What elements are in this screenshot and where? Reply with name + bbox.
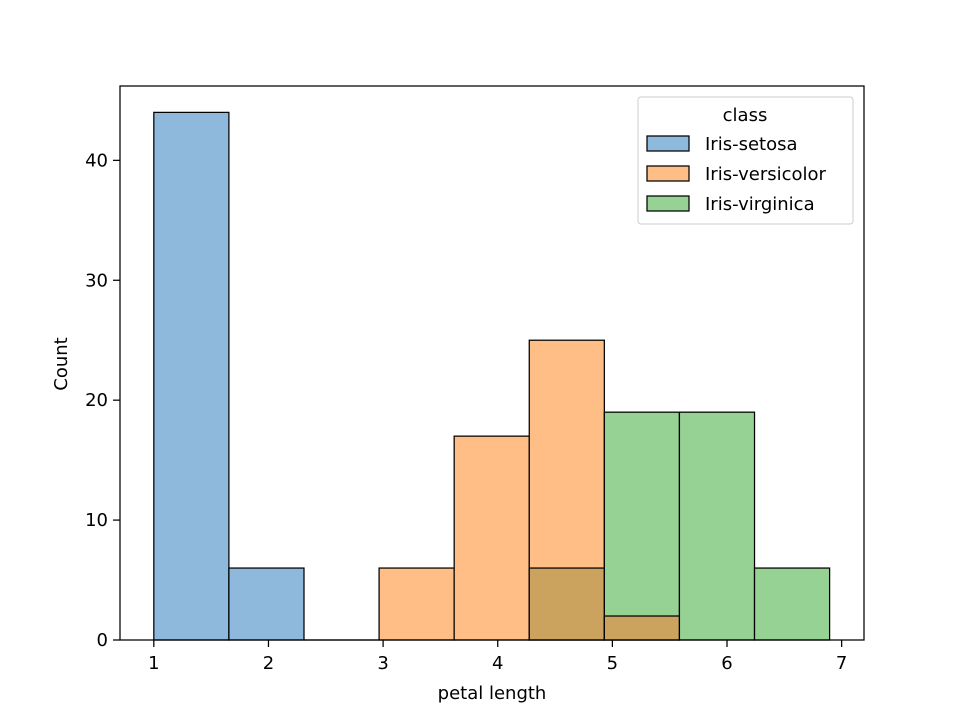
x-tick-label: 5 <box>607 653 618 674</box>
bar-iris-setosa-bin-1 <box>153 111 230 641</box>
y-tick-label: 20 <box>85 390 108 411</box>
x-tick-label: 1 <box>148 653 159 674</box>
legend-label-iris-versicolor: Iris-versicolor <box>705 164 827 185</box>
legend-swatch-iris-setosa <box>646 135 690 152</box>
y-tick-label: 0 <box>97 630 108 651</box>
y-axis-ticks: 0 10 20 30 40 <box>85 150 120 651</box>
x-tick-label: 6 <box>721 653 732 674</box>
bar-iris-virginica-bin-8 <box>678 411 756 641</box>
bar-iris-versicolor-bin-5 <box>453 435 530 641</box>
x-tick-label: 3 <box>377 653 388 674</box>
bar-iris-virginica-bin-6 <box>528 567 605 641</box>
bars-layer <box>153 111 831 641</box>
legend: class Iris-setosa Iris-versicolor Iris-vir… <box>637 96 854 225</box>
legend-swatch-iris-versicolor <box>646 165 690 182</box>
legend-swatch-iris-virginica <box>646 195 690 212</box>
plot-frame <box>119 85 865 641</box>
x-axis-ticks: 1 2 3 4 5 6 7 <box>148 640 847 674</box>
x-tick-label: 7 <box>836 653 847 674</box>
bar-iris-setosa-bin-2 <box>228 567 305 641</box>
bar-iris-versicolor-bin-4 <box>378 567 455 641</box>
x-tick-label: 2 <box>263 653 274 674</box>
legend-label-iris-virginica: Iris-virginica <box>705 194 815 215</box>
bar-iris-versicolor-bin-7 <box>603 615 681 641</box>
y-tick-label: 40 <box>85 150 108 171</box>
legend-title: class <box>723 105 768 126</box>
y-axis-label: Count <box>51 337 72 390</box>
y-tick-label: 10 <box>85 510 108 531</box>
legend-frame <box>637 96 854 225</box>
x-tick-label: 4 <box>492 653 503 674</box>
bar-iris-virginica-bin-9 <box>753 567 831 641</box>
legend-label-iris-setosa: Iris-setosa <box>705 134 798 155</box>
y-tick-label: 30 <box>85 270 108 291</box>
bar-iris-virginica-bin-7 <box>603 411 681 641</box>
x-axis-label: petal length <box>438 683 547 704</box>
